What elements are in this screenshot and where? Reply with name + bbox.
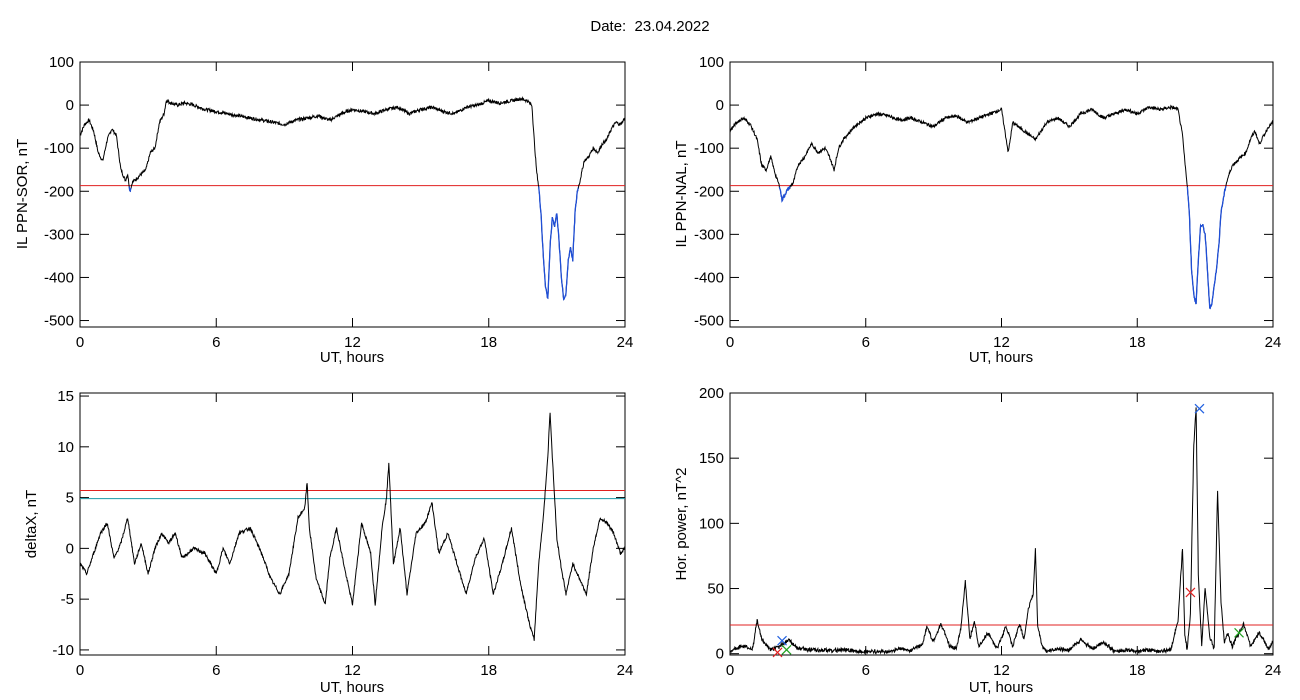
- y-tick-label: 200: [699, 385, 724, 402]
- x-tick-label: 0: [76, 662, 84, 679]
- marker-x: [1234, 627, 1244, 638]
- panel-nal: UT, hours IL PPN-NAL, nT 0 6 12 18 24 100 0 -10…: [673, 54, 1281, 366]
- x-tick-label: 0: [76, 334, 84, 351]
- y-tick-label: -500: [44, 313, 74, 330]
- x-axis-label: UT, hours: [969, 349, 1033, 366]
- frame: [79, 392, 626, 656]
- x-tick-label: 12: [993, 334, 1010, 351]
- highlight-segment: [128, 186, 132, 193]
- series-line: [79, 95, 626, 301]
- marker-x: [772, 647, 783, 658]
- page-title: Date: 23.04.2022: [590, 18, 710, 35]
- y-tick-label: 0: [66, 540, 74, 557]
- x-tick-label: 24: [1265, 662, 1282, 679]
- y-axis-label: IL PPN-NAL, nT: [673, 141, 690, 248]
- x-tick-label: 24: [617, 334, 634, 351]
- marker-stroke: [1194, 403, 1205, 414]
- y-tick-label: -200: [694, 183, 724, 200]
- y-tick-label: -400: [694, 269, 724, 286]
- y-tick-label: -300: [694, 226, 724, 243]
- y-tick-label: -300: [44, 226, 74, 243]
- x-tick-label: 18: [1129, 334, 1146, 351]
- x-axis-label: UT, hours: [320, 349, 384, 366]
- x-tick-label: 24: [1265, 334, 1282, 351]
- y-tick-label: -5: [61, 591, 74, 608]
- frame: [79, 61, 626, 328]
- y-axis-label: IL PPN-SOR, nT: [14, 139, 31, 249]
- y-tick-label: -200: [44, 183, 74, 200]
- y-tick-label: 15: [57, 388, 74, 405]
- y-tick-label: 0: [716, 646, 724, 663]
- panel-sor: UT, hours IL PPN-SOR, nT 0 6 12 18 24 100 0 -10…: [14, 54, 633, 366]
- x-tick-label: 12: [993, 662, 1010, 679]
- y-axis-label: Hor. power, nT^2: [673, 468, 690, 581]
- x-axis-label: UT, hours: [969, 679, 1033, 696]
- y-tick-label: 5: [66, 490, 74, 507]
- y-tick-label: 50: [707, 581, 724, 598]
- frame: [729, 392, 1274, 656]
- x-tick-label: 6: [862, 334, 870, 351]
- x-tick-label: 18: [480, 662, 497, 679]
- y-tick-label: -400: [44, 269, 74, 286]
- x-tick-label: 12: [344, 334, 361, 351]
- marker-stroke: [772, 647, 783, 658]
- y-tick-label: 100: [699, 54, 724, 71]
- y-tick-label: -100: [694, 140, 724, 157]
- marker-x: [781, 644, 792, 655]
- x-tick-label: 6: [212, 662, 220, 679]
- marker-x: [1194, 403, 1205, 414]
- highlight-segment: [1186, 185, 1227, 310]
- x-axis-label: UT, hours: [320, 679, 384, 696]
- x-tick-label: 12: [344, 662, 361, 679]
- y-tick-label: -10: [52, 642, 74, 659]
- y-tick-label: 150: [699, 450, 724, 467]
- panel-power: UT, hours Hor. power, nT^2 0 6 12 18 24 200 15…: [673, 385, 1281, 696]
- x-tick-label: 18: [480, 334, 497, 351]
- x-tick-label: 18: [1129, 662, 1146, 679]
- panel-deltax: UT, hours deltaX, nT 0 6 12 18 24 15 10 5 0 -5 -10: [23, 388, 633, 696]
- y-tick-label: -500: [694, 313, 724, 330]
- marker-stroke: [777, 635, 787, 646]
- y-axis-label: deltaX, nT: [23, 490, 40, 558]
- highlight-segment: [538, 186, 579, 301]
- marker-stroke: [781, 644, 792, 655]
- x-tick-label: 6: [862, 662, 870, 679]
- series-line: [729, 407, 1274, 655]
- series-line: [729, 104, 1274, 310]
- x-tick-label: 0: [726, 334, 734, 351]
- marker-stroke: [1185, 587, 1196, 598]
- y-tick-label: 100: [49, 54, 74, 71]
- x-tick-label: 24: [617, 662, 634, 679]
- y-tick-label: 0: [716, 97, 724, 114]
- y-tick-label: 100: [699, 515, 724, 532]
- y-tick-label: 10: [57, 439, 74, 456]
- y-tick-label: -100: [44, 140, 74, 157]
- marker-x: [1185, 587, 1196, 598]
- x-tick-label: 6: [212, 334, 220, 351]
- frame: [729, 61, 1274, 328]
- y-tick-label: 0: [66, 97, 74, 114]
- x-tick-label: 0: [726, 662, 734, 679]
- marker-stroke: [1234, 627, 1244, 638]
- series-line: [79, 412, 626, 641]
- highlight-segment: [778, 185, 791, 203]
- marker-x: [777, 635, 787, 646]
